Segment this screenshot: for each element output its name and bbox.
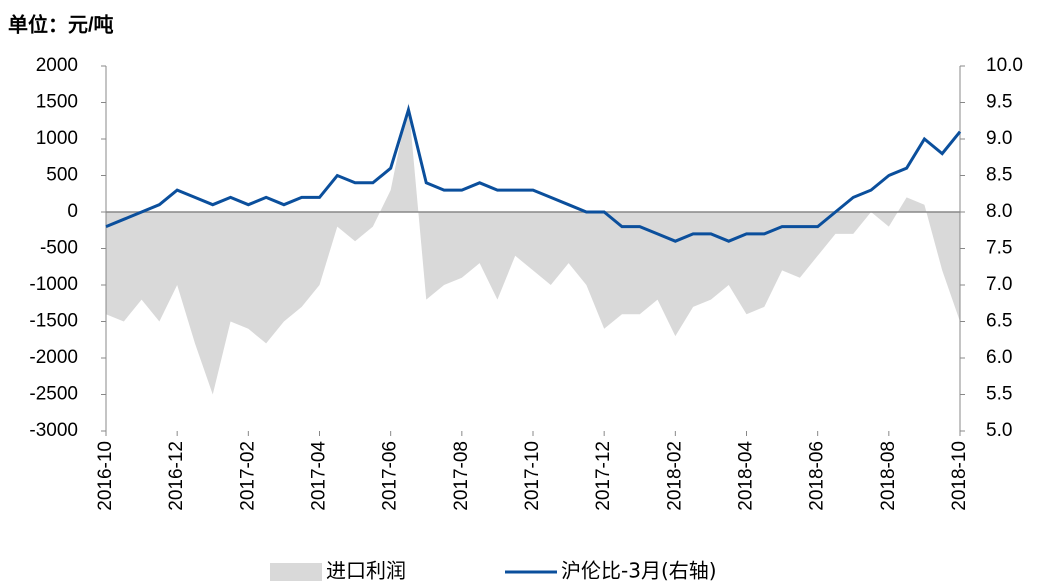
y-tick-label: -1500 bbox=[29, 311, 78, 332]
y-tick-label: -500 bbox=[40, 238, 78, 259]
x-tick-label: 2017-02 bbox=[237, 441, 258, 511]
y2-tick-label: 6.0 bbox=[986, 347, 1012, 368]
y-tick-label: -1000 bbox=[29, 274, 78, 295]
legend-swatch bbox=[270, 563, 322, 581]
y-tick-label: -3000 bbox=[29, 420, 78, 441]
x-tick-label: 2018-08 bbox=[878, 441, 899, 511]
y-tick-label: 500 bbox=[46, 165, 78, 186]
x-tick-label: 2018-06 bbox=[807, 441, 828, 511]
x-tick-label: 2018-10 bbox=[949, 441, 970, 511]
y2-tick-label: 7.0 bbox=[986, 274, 1012, 295]
x-tick-label: 2016-12 bbox=[166, 441, 187, 511]
x-tick-label: 2018-04 bbox=[736, 441, 757, 511]
y2-tick-label: 8.0 bbox=[986, 201, 1012, 222]
y-tick-label: -2000 bbox=[29, 347, 78, 368]
y2-tick-label: 9.5 bbox=[986, 92, 1012, 113]
area bbox=[106, 102, 960, 395]
x-tick-label: 2016-10 bbox=[95, 441, 116, 511]
x-tick-label: 2017-08 bbox=[451, 441, 472, 511]
x-tick-label: 2018-02 bbox=[664, 441, 685, 511]
y-tick-label: 1500 bbox=[36, 92, 78, 113]
line bbox=[105, 104, 962, 243]
x-tick-label: 2017-06 bbox=[380, 441, 401, 511]
y2-tick-label: 6.5 bbox=[986, 311, 1012, 332]
unit-label: 单位：元/吨 bbox=[8, 12, 114, 36]
y2-tick-label: 7.5 bbox=[986, 238, 1012, 259]
y-tick-label: -2500 bbox=[29, 384, 78, 405]
y2-tick-label: 8.5 bbox=[986, 165, 1012, 186]
x-tick-label: 2017-04 bbox=[309, 441, 330, 511]
x-tick-label: 2017-10 bbox=[522, 441, 543, 511]
y-tick-label: 2000 bbox=[36, 55, 78, 76]
y-tick-label: 0 bbox=[67, 201, 78, 222]
y2-tick-label: 10.0 bbox=[986, 55, 1023, 76]
x-tick-label: 2017-12 bbox=[593, 441, 614, 511]
y2-tick-label: 5.5 bbox=[986, 384, 1012, 405]
y-tick-label: 1000 bbox=[36, 128, 78, 149]
legend-label: 进口利润 bbox=[326, 559, 406, 583]
y2-tick-label: 5.0 bbox=[986, 420, 1012, 441]
legend-label: 沪伦比-3月(右轴) bbox=[561, 559, 717, 583]
y2-tick-label: 9.0 bbox=[986, 128, 1012, 149]
